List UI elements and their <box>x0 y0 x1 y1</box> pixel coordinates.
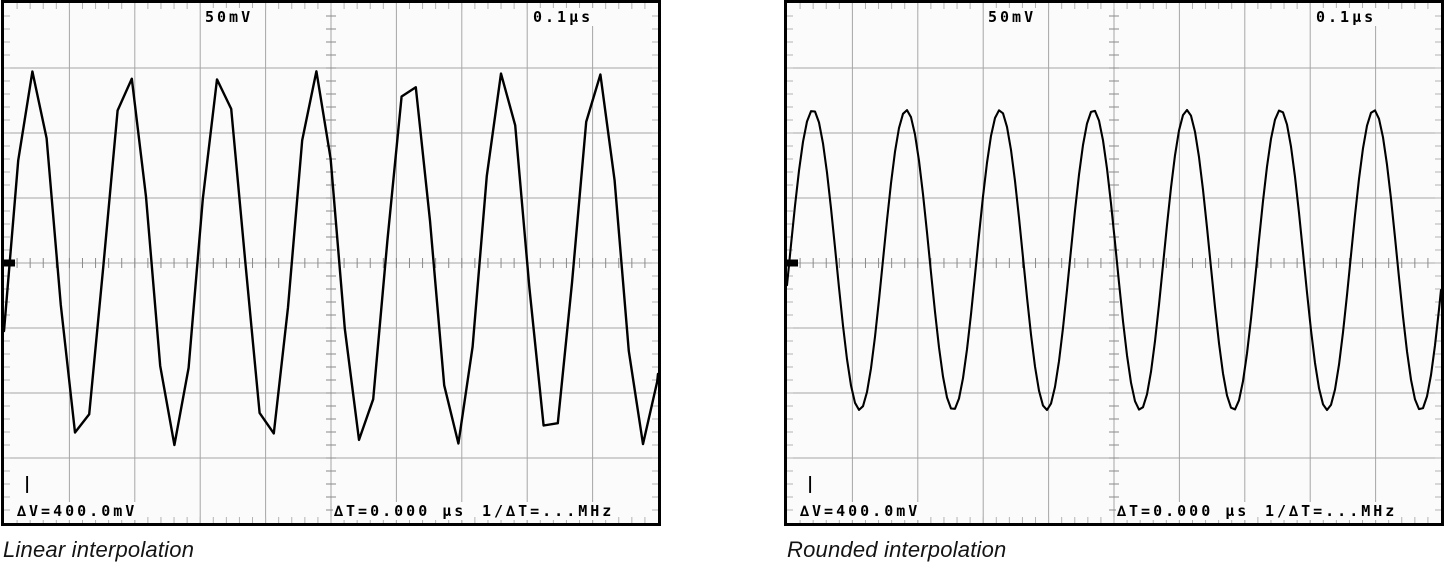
delta-v-readout: ∆V=400.0mV <box>16 502 139 520</box>
delta-v-readout: ∆V=400.0mV <box>799 502 922 520</box>
cursor-marker: | <box>22 474 33 494</box>
time-per-div-label: 0.1µs <box>532 8 595 26</box>
inverse-delta-t-readout: 1/∆T=...MHz <box>481 502 616 520</box>
scope-panel-linear: 50mV 0.1µs | ∆V=400.0mV ∆T=0.000 µs 1/∆T… <box>1 0 662 572</box>
scope-panel-rounded: 50mV 0.1µs | ∆V=400.0mV ∆T=0.000 µs 1/∆T… <box>784 0 1445 572</box>
inverse-delta-t-readout: 1/∆T=...MHz <box>1264 502 1399 520</box>
volts-per-div-label: 50mV <box>204 8 255 26</box>
caption-rounded-interpolation: Rounded interpolation <box>787 537 1007 562</box>
oscilloscope-screen-rounded: 50mV 0.1µs | ∆V=400.0mV ∆T=0.000 µs 1/∆T… <box>784 0 1444 526</box>
volts-per-div-label: 50mV <box>987 8 1038 26</box>
caption-linear-interpolation: Linear interpolation <box>3 537 195 562</box>
graticule-and-trace <box>787 3 1441 523</box>
oscilloscope-screen-linear: 50mV 0.1µs | ∆V=400.0mV ∆T=0.000 µs 1/∆T… <box>1 0 661 526</box>
time-per-div-label: 0.1µs <box>1315 8 1378 26</box>
cursor-marker: | <box>805 474 816 494</box>
graticule-and-trace <box>4 3 658 523</box>
delta-t-readout: ∆T=0.000 µs <box>1116 502 1251 520</box>
delta-t-readout: ∆T=0.000 µs <box>333 502 468 520</box>
